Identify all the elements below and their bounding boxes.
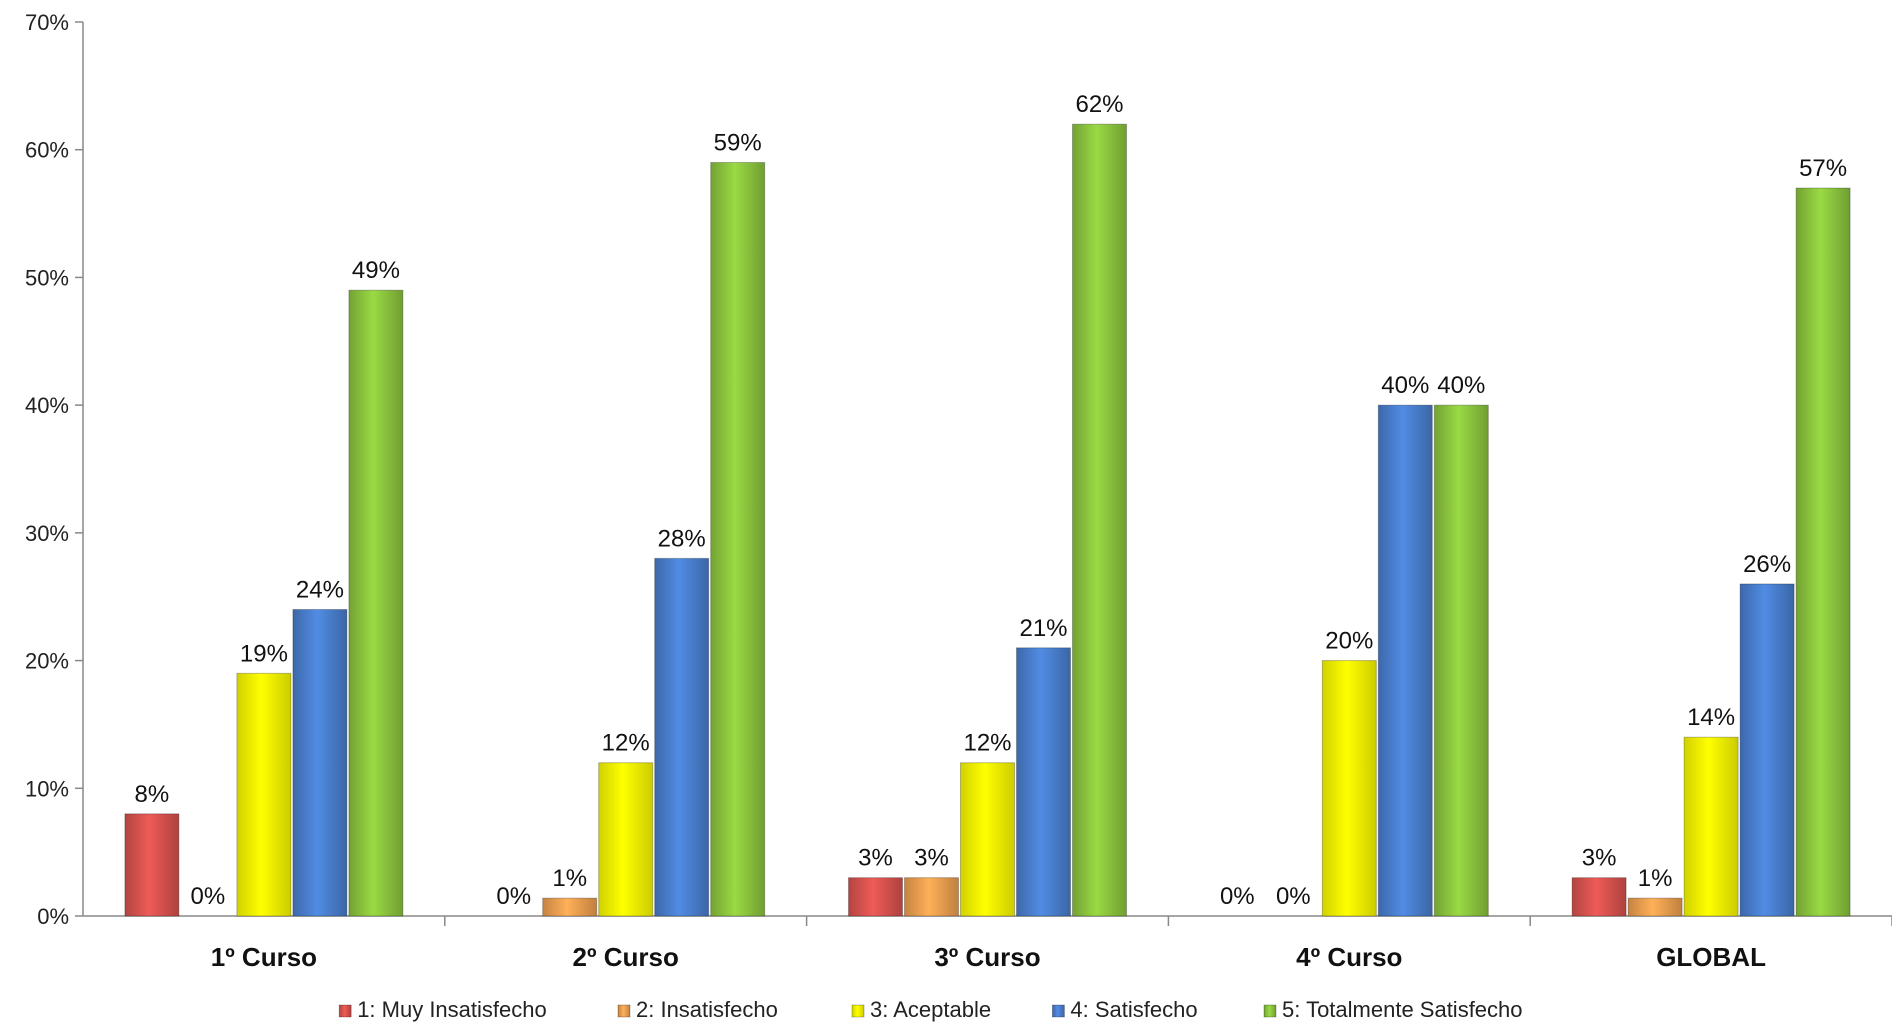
bar — [710, 161, 766, 917]
bar — [124, 813, 180, 917]
y-tick-label: 10% — [25, 776, 69, 801]
bar — [1571, 877, 1627, 917]
data-labels: 8% 0% 19% 24% 49% 0% 1% 12% 28% 59% 3% 3% 12% 21% 62% 0… — [135, 91, 1848, 910]
data-label: 49% — [352, 257, 400, 284]
bars — [124, 123, 1851, 917]
data-label: 12% — [602, 730, 650, 757]
y-tick-label: 20% — [25, 649, 69, 674]
bar — [542, 897, 598, 917]
data-label: 40% — [1381, 372, 1429, 399]
bar — [1433, 404, 1489, 917]
data-label: 0% — [1220, 883, 1255, 910]
bar — [654, 557, 710, 917]
y-tick-label: 40% — [25, 393, 69, 418]
category-label: GLOBAL — [1656, 942, 1766, 972]
legend-swatch — [617, 1004, 631, 1018]
bar — [904, 877, 959, 917]
bar — [236, 672, 292, 917]
bar — [1795, 187, 1851, 917]
data-label: 62% — [1075, 91, 1123, 118]
data-label: 0% — [1276, 883, 1311, 910]
bar — [348, 289, 404, 917]
category-label: 3º Curso — [934, 942, 1040, 972]
legend-swatch — [851, 1004, 865, 1018]
bar — [1683, 736, 1739, 917]
bar — [598, 762, 654, 917]
legend: 1: Muy Insatisfecho 2: Insatisfecho 3: Ace… — [338, 997, 1523, 1022]
legend-label: 3: Aceptable — [870, 997, 991, 1022]
bar — [848, 877, 903, 917]
bar — [1016, 647, 1071, 917]
data-label: 1% — [1638, 865, 1673, 892]
data-label: 40% — [1437, 372, 1485, 399]
category-label: 4º Curso — [1296, 942, 1402, 972]
legend-label: 4: Satisfecho — [1070, 997, 1197, 1022]
bar — [1739, 583, 1795, 917]
bar — [1321, 660, 1377, 917]
legend-label: 5: Totalmente Satisfecho — [1282, 997, 1523, 1022]
data-label: 0% — [191, 883, 226, 910]
y-tick-label: 60% — [25, 138, 69, 163]
data-label: 3% — [1582, 845, 1617, 872]
data-label: 57% — [1799, 155, 1847, 182]
x-axis: 1º Curso 2º Curso 3º Curso 4º Curso GLOBAL — [83, 915, 1892, 972]
data-label: 1% — [552, 865, 587, 892]
data-label: 0% — [496, 883, 531, 910]
y-tick-label: 70% — [25, 10, 69, 35]
bar — [1072, 123, 1127, 917]
bar — [292, 608, 348, 917]
y-tick-label: 0% — [37, 904, 69, 929]
bar — [960, 762, 1015, 917]
bar — [1627, 897, 1683, 917]
data-label: 24% — [296, 576, 344, 603]
category-label: 1º Curso — [211, 942, 317, 972]
data-label: 19% — [240, 640, 288, 667]
data-label: 14% — [1687, 704, 1735, 731]
data-label: 20% — [1325, 628, 1373, 655]
y-tick-label: 30% — [25, 521, 69, 546]
y-tick-label: 50% — [25, 265, 69, 290]
legend-label: 1: Muy Insatisfecho — [357, 997, 547, 1022]
category-label: 2º Curso — [573, 942, 679, 972]
data-label: 59% — [714, 129, 762, 156]
legend-label: 2: Insatisfecho — [636, 997, 778, 1022]
legend-swatch — [338, 1004, 352, 1018]
legend-swatch — [1052, 1004, 1065, 1018]
data-label: 3% — [858, 845, 893, 872]
data-label: 3% — [914, 845, 949, 872]
data-label: 8% — [135, 781, 170, 808]
data-label: 21% — [1019, 615, 1067, 642]
y-axis: 0% 10% 20% 30% 40% 50% 60% 70% — [25, 10, 84, 929]
bar — [1377, 404, 1433, 917]
legend-swatch — [1263, 1004, 1277, 1018]
data-label: 26% — [1743, 551, 1791, 578]
data-label: 12% — [963, 730, 1011, 757]
data-label: 28% — [658, 525, 706, 552]
